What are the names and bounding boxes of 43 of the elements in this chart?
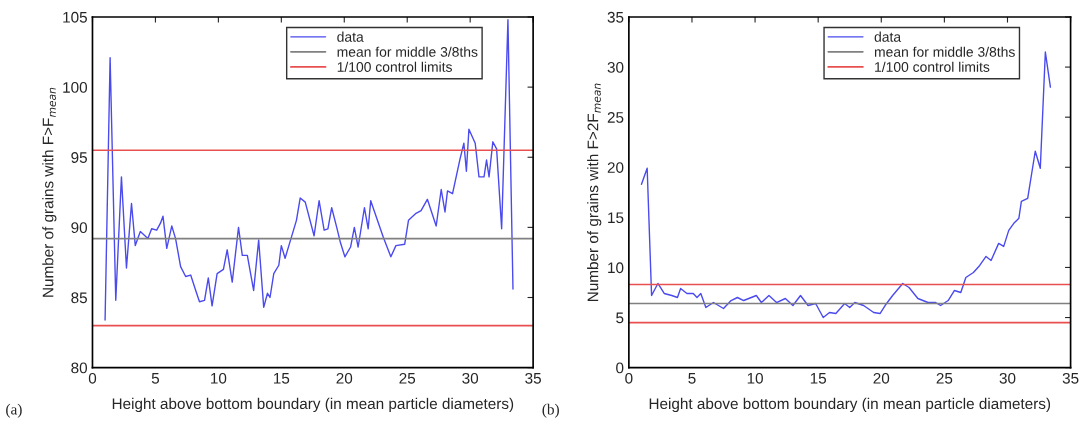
y-tick-label: 105 [63, 11, 87, 23]
line-series [104, 19, 514, 321]
y-axis-title: Number of grains with F>F$_{mean}$ [42, 87, 57, 297]
y-tick-label: 100 [63, 81, 88, 93]
y-tick-label: 30 [607, 61, 624, 73]
y-tick-label: 35 [607, 11, 624, 23]
x-tick-label: 35 [525, 372, 541, 384]
x-tick-label: 25 [399, 372, 416, 384]
x-tick-label: 30 [999, 372, 1016, 384]
x-tick-label: 15 [810, 373, 827, 384]
legend-label: 1/100 control limits [337, 61, 452, 72]
x-axis-title: Height above bottom boundary (in mean particle diameters) [649, 397, 1051, 413]
legend-label: 1/100 control limits [875, 61, 990, 72]
x-tick-label: 15 [273, 373, 290, 384]
y-tick-label: 20 [607, 162, 624, 173]
y-tick-label: 10 [608, 262, 624, 274]
x-axis-title: Height above bottom boundary (in mean particle diameters) [112, 397, 514, 413]
x-tick-label: 0 [625, 372, 633, 384]
legend-label: mean for middle 3/8ths [874, 46, 1015, 57]
y-tick-label: 5 [616, 312, 624, 324]
x-tick-label: 30 [462, 372, 479, 384]
x-tick-label: 0 [88, 372, 97, 384]
y-tick-label: 85 [71, 292, 87, 304]
y-tick-label: 80 [71, 362, 88, 374]
x-tick-label: 5 [151, 373, 160, 384]
x-tick-label: 20 [873, 372, 890, 384]
text: (a) [6, 403, 22, 418]
y-axis-title: Number of grains with F>2F$_{mean}$ [587, 83, 602, 301]
legend-label: data [337, 31, 364, 42]
y-tick-label: 90 [71, 222, 88, 234]
x-tick-label: 20 [336, 372, 353, 384]
y-tick-label: 25 [607, 112, 624, 123]
y-tick-label: 95 [71, 152, 87, 163]
legend-label: data [874, 31, 902, 42]
text: (b) [542, 403, 559, 418]
x-tick-label: 35 [1062, 372, 1079, 384]
x-tick-label: 10 [747, 372, 763, 384]
x-tick-label: 5 [688, 373, 696, 384]
x-tick-label: 10 [211, 372, 227, 384]
y-tick-label: 0 [616, 362, 624, 374]
legend-label: mean for middle 3/8ths [337, 46, 478, 57]
x-tick-label: 25 [936, 372, 953, 384]
y-tick-label: 15 [608, 212, 624, 224]
